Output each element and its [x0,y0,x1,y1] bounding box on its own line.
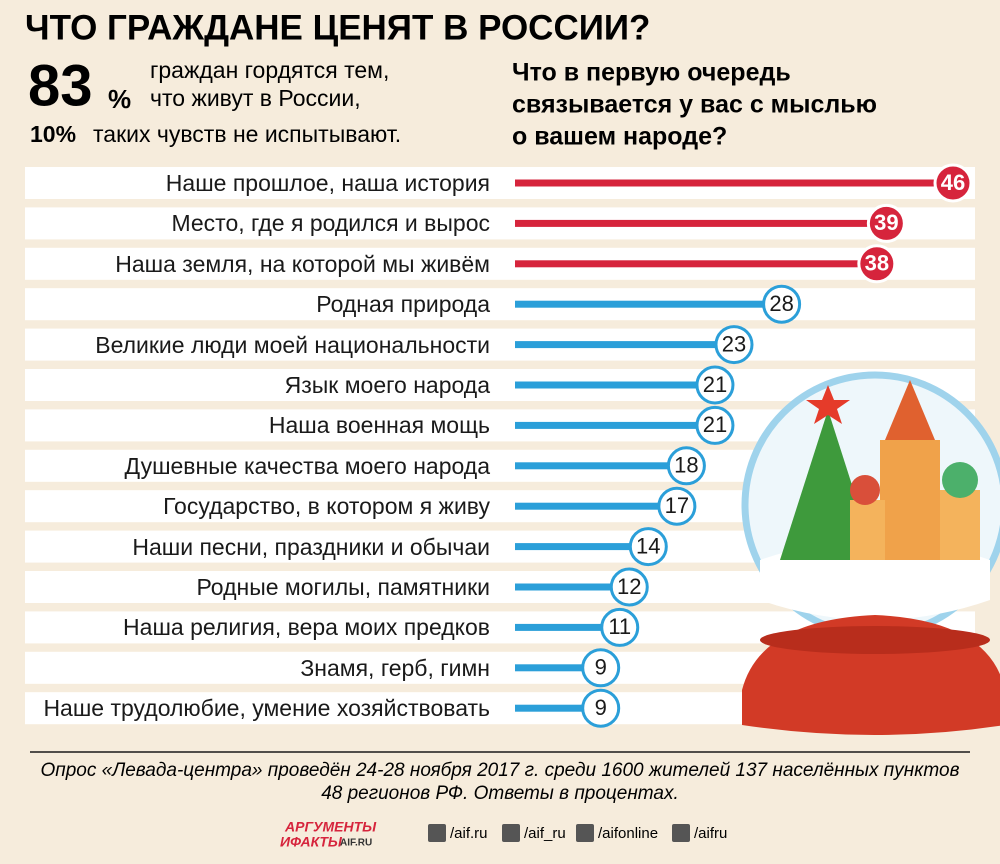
value-bubble [628,527,668,567]
bar [515,583,630,591]
bar [515,502,677,510]
category-label: Наши песни, праздники и обычаи [132,533,490,560]
value-label: 28 [769,291,793,316]
category-label: Наша религия, вера моих предков [123,614,490,641]
value-label: 18 [674,453,698,478]
social-link[interactable]: /aifru [694,825,727,842]
category-label: Душевные качества моего народа [124,452,490,479]
social-icon [672,824,690,842]
big-unit: % [108,84,131,114]
row-band [25,288,975,321]
category-label: Наша военная мощь [268,412,490,439]
bar [515,341,734,349]
value-bubble [695,405,735,445]
value-label: 9 [595,695,607,720]
bar [515,623,620,631]
row-band [25,328,975,361]
social-link[interactable]: /aif.ru [450,825,488,842]
bar [515,300,782,308]
value-bubble [714,325,754,365]
bar [515,260,877,268]
value-label: 21 [703,372,727,397]
social-link[interactable]: /aifonline [598,825,658,842]
subtitle-line: связывается у вас с мыслью [512,91,877,119]
social-icon [502,824,520,842]
value-label: 9 [595,655,607,680]
value-label: 46 [941,170,965,195]
value-label: 11 [608,614,631,639]
logo: АРГУМЕНТЫ [284,819,377,835]
bar [515,664,601,672]
value-bubble [600,607,640,647]
social-icon [576,824,594,842]
snow-globe [741,371,1000,735]
second-text: таких чувств не испытывают. [93,121,401,147]
chart-title: ЧТО ГРАЖДАНЕ ЦЕНЯТ В РОССИИ? [25,8,650,47]
logo: AIF.RU [340,838,372,849]
value-bubble [609,567,649,607]
category-label: Родные могилы, памятники [196,574,490,600]
bar [515,381,715,389]
intro-line: что живут в России, [150,85,361,111]
subtitle-line: Что в первую очередь [512,59,791,87]
category-label: Наше трудолюбие, умение хозяйствовать [43,695,490,722]
bar [515,179,953,187]
value-label: 21 [703,412,727,437]
note-line: Опрос «Левада-центра» проведён 24-28 ноя… [41,760,960,781]
bar [515,421,715,429]
value-label: 14 [636,533,660,558]
value-bubble [581,648,621,688]
note-line: 48 регионов РФ. Ответы в процентах. [321,783,679,804]
category-label: Знамя, герб, гимн [300,654,490,681]
category-label: Государство, в котором я живу [163,493,490,520]
subtitle-line: о вашем народе? [512,123,727,151]
value-label: 38 [865,251,889,276]
value-bubble [657,486,697,526]
big-number: 83 [28,53,93,118]
bar [515,543,649,551]
intro-line: граждан гордятся тем, [150,57,389,83]
bar [515,462,687,470]
value-bubble [866,203,906,243]
value-bubble [857,244,897,284]
logo: ИФАКТЫ [280,834,343,850]
value-bubble [581,688,621,728]
category-label: Место, где я родился и вырос [171,210,490,237]
value-label: 39 [874,210,898,235]
category-label: Великие люди моей национальности [95,331,490,358]
category-label: Язык моего народа [284,372,490,398]
second-value: 10% [30,121,76,147]
value-label: 17 [665,493,689,518]
value-bubble [666,446,706,486]
value-bubble [933,163,973,203]
social-link[interactable]: /aif_ru [524,825,566,842]
category-label: Наша земля, на которой мы живём [115,250,490,277]
social-icon [428,824,446,842]
bar [515,219,887,227]
value-label: 23 [722,331,746,356]
value-label: 12 [617,574,641,599]
category-label: Наше прошлое, наша история [165,170,490,196]
value-bubble [762,284,802,324]
value-bubble [695,365,735,405]
category-label: Родная природа [316,291,490,318]
bar [515,704,601,712]
